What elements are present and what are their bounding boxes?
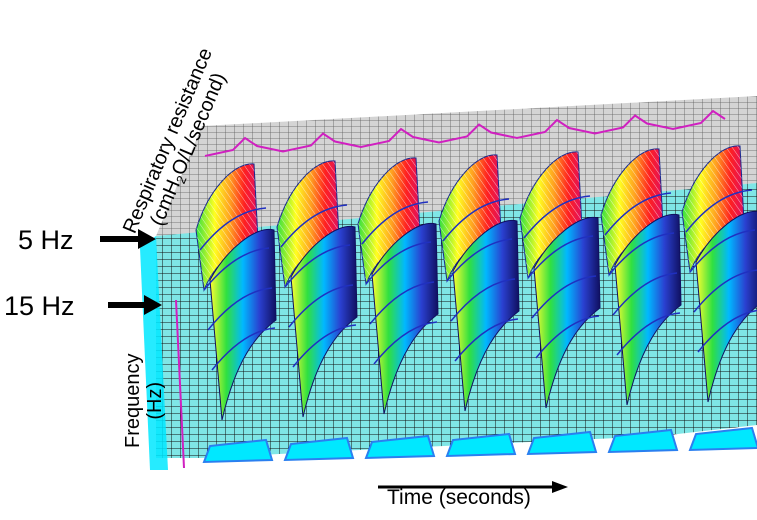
front-base-segment	[364, 434, 436, 460]
front-base-segment	[202, 438, 274, 464]
breath-peak-lower	[290, 225, 358, 418]
breath-peak-upper-mesh	[277, 160, 339, 287]
top-resistance-trace	[204, 109, 726, 157]
front-base-segment	[526, 430, 598, 456]
frequency-axis-label-line1: Frequency	[122, 353, 144, 449]
ridge-line	[442, 198, 510, 242]
ridge-line	[373, 321, 438, 365]
ridge-line	[608, 232, 675, 276]
arrow-time	[378, 481, 568, 493]
front-base-layer	[202, 426, 757, 464]
breath-peak-lower	[695, 210, 757, 403]
ridge-line	[697, 309, 757, 353]
breath-peak-lower	[533, 216, 601, 409]
breath-peak-lower	[452, 219, 520, 412]
front-base-segment	[445, 432, 517, 458]
breath-peak-lower	[371, 222, 439, 415]
ridge-line	[199, 207, 267, 251]
breath-peak-lower	[614, 213, 682, 406]
ridge-line	[284, 244, 351, 288]
breath-peak-upper-mesh	[439, 154, 501, 281]
ridge-line	[446, 238, 513, 282]
breath-peak-lower	[209, 228, 277, 421]
time-axis-label: Time (seconds)	[387, 486, 531, 509]
ridge-line	[203, 247, 270, 291]
ridge-line	[450, 278, 516, 322]
ridge-line	[523, 195, 591, 239]
front-base-segment	[283, 436, 355, 462]
ridge-line	[535, 315, 600, 359]
arrow-15hz	[108, 295, 162, 315]
frequency-axis-label-line2: (Hz)	[144, 381, 166, 420]
ridge-line	[693, 269, 757, 313]
left-edge-cyan	[140, 236, 168, 470]
frequency-axis-label: Frequency (Hz)	[122, 354, 166, 449]
ridge-line	[612, 272, 678, 316]
ridge-line	[292, 324, 357, 368]
ridge-line	[604, 192, 672, 236]
ridge-line	[689, 229, 756, 273]
front-base-segment	[688, 426, 757, 452]
ridge-line	[288, 284, 354, 328]
label-5hz: 5 Hz	[18, 225, 74, 255]
breath-peak-upper-mesh	[358, 157, 420, 284]
breath-peaks-layer	[195, 145, 757, 421]
ridge-line	[207, 287, 273, 331]
ridge-line	[616, 312, 681, 356]
front-base-segment	[607, 428, 679, 454]
ridge-line	[531, 275, 597, 319]
ridge-line	[369, 281, 435, 325]
ridge-line	[280, 204, 348, 248]
ridge-line	[527, 235, 594, 279]
ridge-line	[361, 201, 429, 245]
ridge-line	[365, 241, 432, 285]
breath-peak-upper-mesh	[682, 145, 744, 272]
ridge-line	[454, 318, 519, 362]
left-edge-magenta	[175, 299, 185, 469]
breath-peak-upper-mesh	[196, 163, 258, 290]
breath-peak-upper-mesh	[520, 151, 582, 278]
ridge-line	[211, 327, 276, 371]
breath-peak-upper-mesh	[601, 148, 663, 275]
ridge-line	[685, 189, 753, 233]
arrow-5hz	[100, 229, 156, 249]
label-15hz: 15 Hz	[4, 291, 75, 321]
